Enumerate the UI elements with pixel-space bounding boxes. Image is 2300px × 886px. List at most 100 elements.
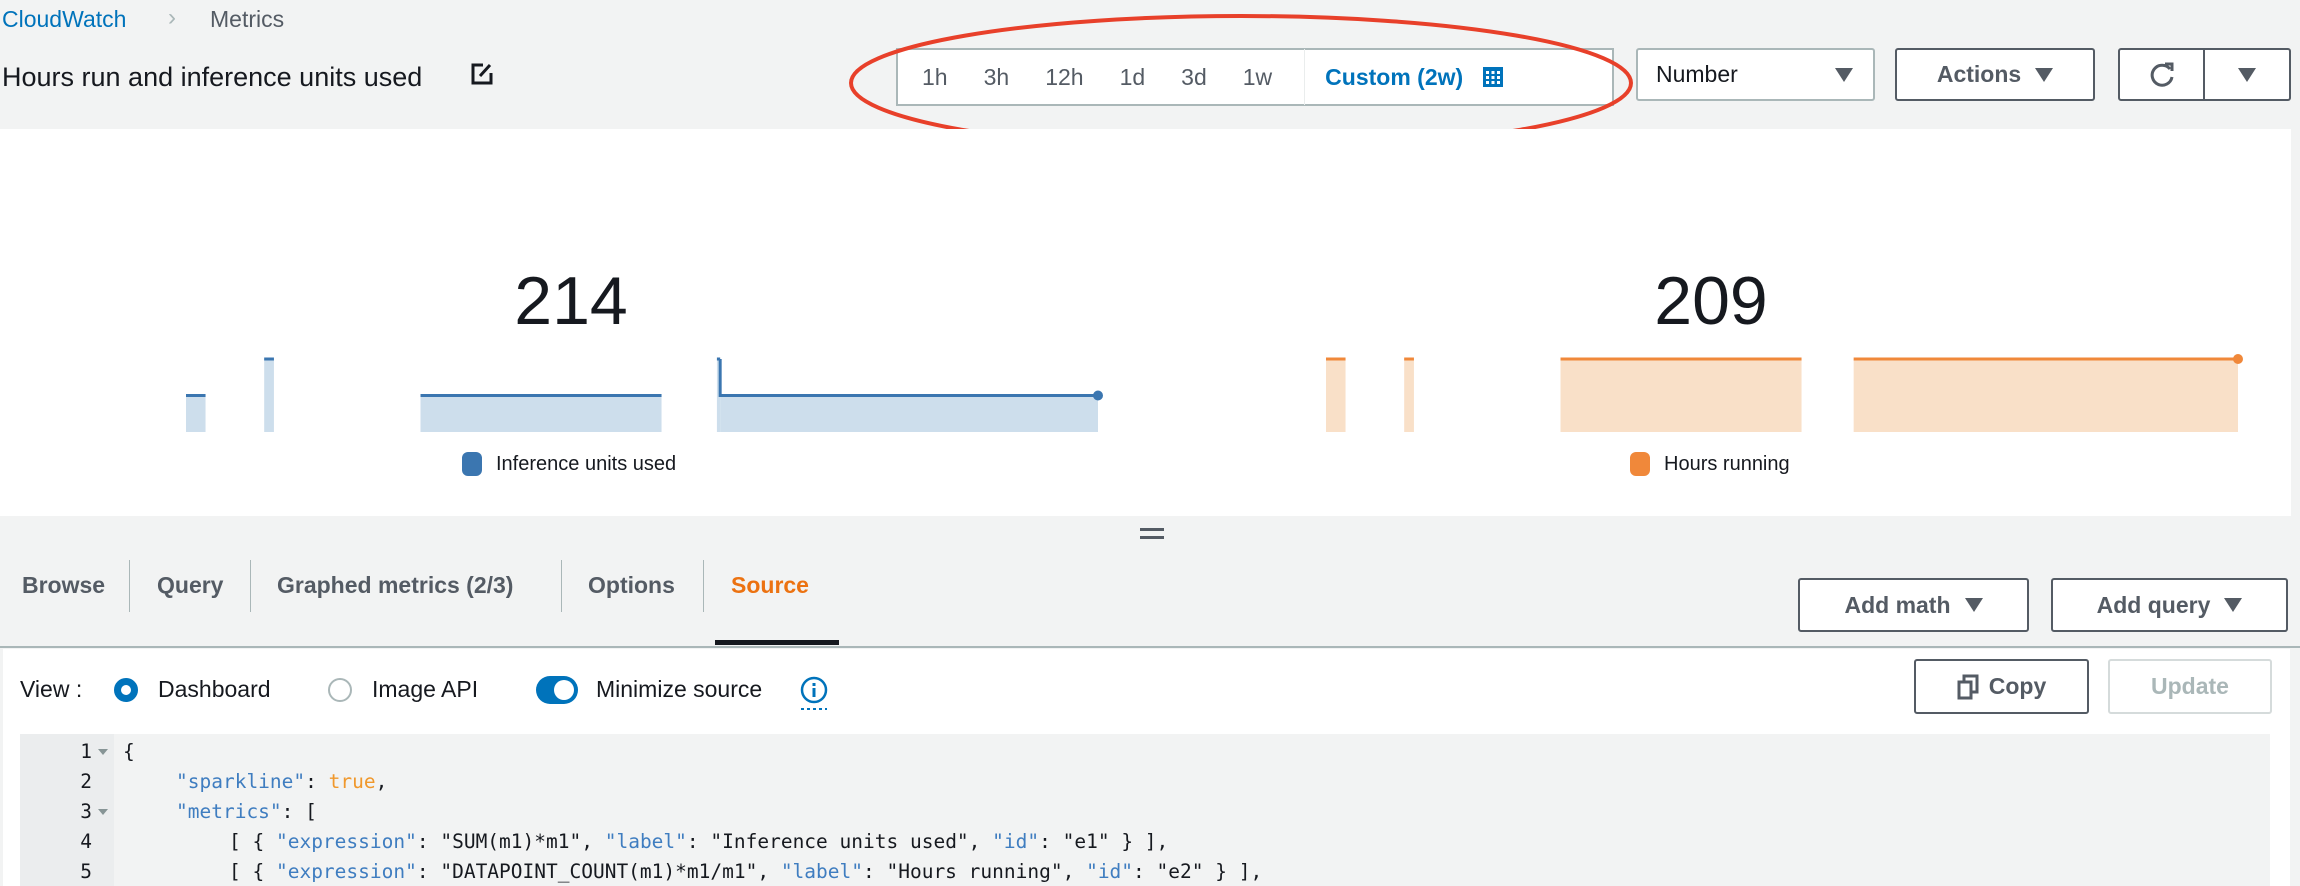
code-token: : [863,860,887,883]
radio-dashboard-label[interactable]: Dashboard [158,676,271,702]
code-text: "metrics": [ [176,797,317,827]
sparkline-line-segment [718,359,1098,397]
time-range-1d[interactable]: 1d [1119,63,1146,90]
code-token: , [581,830,605,853]
add-math-label: Add math [1844,591,1951,618]
sparkline-area-segment [1404,359,1414,432]
refresh-button[interactable] [2118,48,2205,101]
divider [250,560,251,612]
time-range-1h[interactable]: 1h [922,63,948,90]
code-text: { [123,737,135,767]
breadcrumb-current: Metrics [210,6,285,32]
time-range-selector: 1h 3h 12h 1d 3d 1w Custom (2w) [896,48,1614,106]
legend-inference-units[interactable]: Inference units used [462,452,676,476]
add-math-button[interactable]: Add math [1798,578,2029,632]
calendar-icon[interactable] [1481,65,1505,89]
radio-image-api[interactable] [328,678,352,702]
resize-handle[interactable] [1140,528,1164,544]
code-token: "label" [604,830,687,853]
line-number: 4 [80,830,92,853]
time-range-custom[interactable]: Custom (2w) [1325,63,1464,90]
actions-button[interactable]: Actions [1895,48,2095,101]
legend-swatch [1630,452,1650,476]
update-button[interactable]: Update [2108,659,2272,714]
sparkline-area-segment [1853,359,2238,432]
line-number: 2 [80,770,92,793]
breadcrumb-cloudwatch-link[interactable]: CloudWatch [2,6,127,32]
tab-browse[interactable]: Browse [22,572,106,598]
caret-down-icon [1964,598,1983,612]
breadcrumb-chevron-icon: › [168,4,176,31]
code-token: [ { [229,830,276,853]
radio-image-api-label[interactable]: Image API [372,676,479,702]
time-range-12h[interactable]: 12h [1045,63,1084,90]
divider [561,560,562,612]
tab-graphed-metrics[interactable]: Graphed metrics (2/3) [277,572,514,598]
code-token: "e1" [1062,830,1110,853]
inference-units-value: 214 [514,263,628,339]
refresh-icon [2150,62,2173,87]
refresh-options-dropdown[interactable] [2203,48,2291,101]
code-token: "id" [992,830,1040,853]
code-line: 5 [ { "expression": "DATAPOINT_COUNT(m1)*… [20,857,2270,886]
code-line: 3 "metrics": [ [20,797,2270,827]
code-token: : [1039,830,1063,853]
minimize-source-toggle[interactable] [536,676,578,704]
tab-bar-border [0,646,2300,648]
code-line: 2 "sparkline": true, [20,767,2270,797]
page-title: Hours run and inference units used [2,62,423,92]
add-query-button[interactable]: Add query [2051,578,2288,632]
code-token: "expression" [275,860,417,883]
legend-hours-running[interactable]: Hours running [1630,452,1790,476]
update-label: Update [2151,673,2229,699]
code-token: "Inference units used" [710,830,969,853]
code-token: : [305,770,329,793]
copy-icon [1957,674,1979,699]
tab-options[interactable]: Options [588,572,675,598]
code-editor[interactable]: 1{2 "sparkline": true, 3 "metrics": [4[ { "… [20,734,2270,886]
code-token: } ], [1203,860,1263,883]
code-token: "e2" [1156,860,1204,883]
caret-down-icon [1835,67,1853,82]
copy-button[interactable]: Copy [1914,659,2089,714]
time-range-3h[interactable]: 3h [983,63,1010,90]
sparkline-area-segment [1326,359,1346,432]
code-token: "metrics" [176,800,282,823]
line-number: 3 [80,800,92,823]
time-range-3d[interactable]: 3d [1181,63,1207,90]
fold-arrow-icon[interactable] [98,809,108,815]
caret-down-icon [2035,67,2054,82]
code-token: { [123,740,135,763]
sparkline-last-point[interactable] [1093,390,1103,401]
code-token: "DATAPOINT_COUNT(m1)*m1/m1" [440,860,758,883]
tab-query[interactable]: Query [157,572,224,598]
code-token: "sparkline" [176,770,306,793]
sparkline-area-segment [186,395,206,432]
code-token: : [ [281,800,317,823]
sparkline-area-segment [264,359,274,432]
sparkline-area-segment [716,359,721,432]
code-token: : [416,860,441,883]
code-text: [ { "expression": "DATAPOINT_COUNT(m1)*m… [229,857,1262,886]
code-token: "expression" [275,830,417,853]
code-token: : [1133,860,1157,883]
code-token: "SUM(m1)*m1" [440,830,582,853]
code-token: , [757,860,781,883]
code-token: "id" [1086,860,1134,883]
divider [129,560,130,612]
fold-arrow-icon[interactable] [98,749,108,755]
code-token: : [686,830,711,853]
add-query-label: Add query [2096,591,2211,618]
line-number: 5 [80,860,92,883]
code-token: , [375,770,388,793]
edit-icon[interactable] [470,62,494,86]
radio-dashboard[interactable] [114,678,138,702]
info-icon[interactable] [799,676,829,712]
code-token: : [416,830,441,853]
sparkline-last-point[interactable] [2233,354,2243,364]
view-type-select[interactable]: Number [1636,48,1875,101]
code-token: "Hours running" [886,860,1063,883]
time-range-1w[interactable]: 1w [1242,63,1273,90]
code-text: [ { "expression": "SUM(m1)*m1", "label":… [229,827,1168,857]
tab-source[interactable]: Source [731,572,809,598]
